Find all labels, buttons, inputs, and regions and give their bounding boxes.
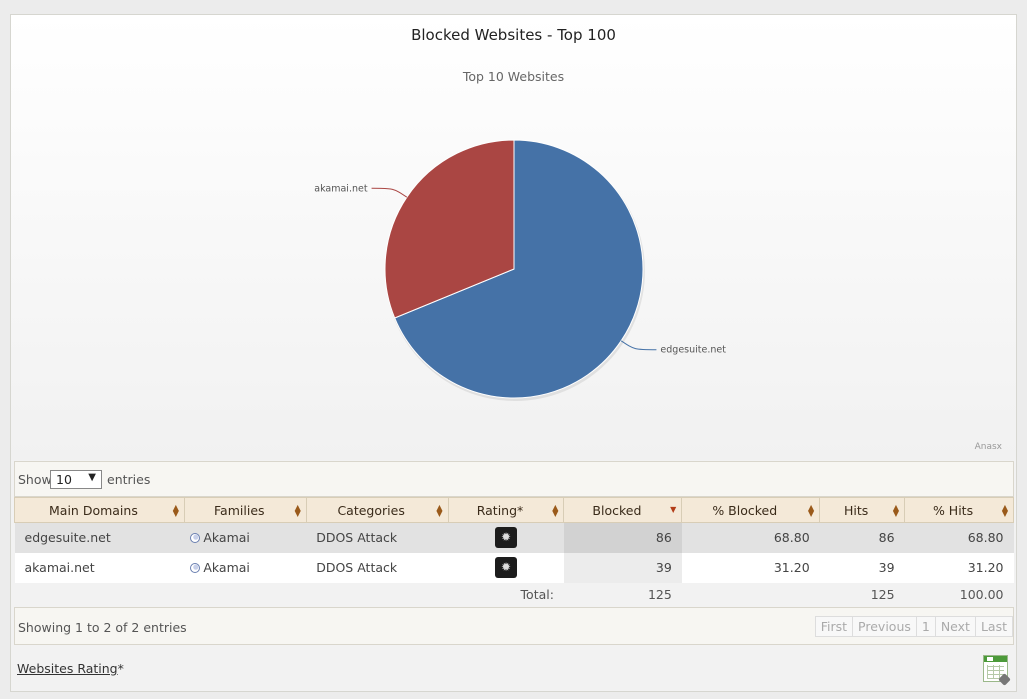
domain-cell[interactable]: akamai.net: [14, 552, 185, 583]
category-cell: DDOS Attack: [306, 552, 449, 583]
total-hits: 125: [819, 582, 905, 607]
sort-icon: ▲ ▼: [552, 503, 559, 518]
chart-credit[interactable]: Anasx: [974, 442, 1002, 452]
pie-label: akamai.net: [314, 183, 368, 194]
hits-cell: 86: [819, 522, 905, 553]
entries-label: entries: [107, 472, 151, 487]
pagination: First Previous 1 Next Last: [814, 616, 1013, 637]
pct-hits-cell: 31.20: [904, 552, 1014, 583]
domain-cell[interactable]: edgesuite.net: [14, 522, 185, 553]
bug-icon: ✹: [495, 557, 518, 578]
category-cell: DDOS Attack: [306, 522, 449, 553]
pie-label: edgesuite.net: [660, 345, 726, 356]
total-blocked: 125: [563, 582, 682, 607]
table-length-control: Show 10 ▼ entries: [14, 461, 1014, 497]
websites-rating-link-wrapper: Websites Rating*: [17, 661, 124, 676]
total-row: Total: 125 125 100.00: [14, 582, 1014, 607]
pct-blocked-cell: 31.20: [681, 552, 820, 583]
spreadsheet-export-icon[interactable]: [983, 655, 1011, 686]
sort-icon: ▲ ▼: [892, 503, 900, 518]
sort-icon: ▲ ▼: [172, 503, 179, 518]
pie-slice-akamai-net[interactable]: [384, 139, 515, 319]
pie-chart: edgesuite.net akamai.net: [314, 139, 726, 401]
chart-container: Blocked Websites - Top 100 Top 10 Websit…: [11, 15, 1016, 460]
column-header-pct-blocked[interactable]: % Blocked ▲ ▼: [681, 497, 821, 523]
bug-icon: ✹: [495, 527, 518, 549]
family-cell[interactable]: Akamai: [184, 522, 307, 553]
rating-cell: ✹: [448, 522, 564, 553]
chart-title: Blocked Websites - Top 100: [411, 26, 616, 44]
column-header-main-domains[interactable]: Main Domains ▲ ▼: [14, 497, 185, 523]
table-info: Showing 1 to 2 of 2 entries: [18, 620, 187, 635]
pie-slice-edgesuite-net[interactable]: [394, 139, 644, 399]
pct-blocked-cell: 68.80: [681, 522, 820, 553]
sort-icon: ▲ ▼: [436, 503, 443, 518]
total-label: Total:: [14, 582, 564, 607]
family-cell[interactable]: Akamai: [184, 552, 307, 583]
table-footer: Showing 1 to 2 of 2 entries First Previo…: [14, 607, 1014, 645]
pager-last-button[interactable]: Last: [974, 616, 1013, 637]
pager-next-button[interactable]: Next: [934, 616, 976, 637]
pager-first-button[interactable]: First: [814, 616, 854, 637]
rating-cell: ✹: [448, 552, 564, 583]
column-header-blocked[interactable]: Blocked ▼: [563, 497, 683, 523]
table-header-row: Main Domains ▲ ▼ Families ▲ ▼ Categories ▲ ▼ R…: [14, 497, 1014, 523]
column-header-families[interactable]: Families ▲ ▼: [183, 497, 307, 523]
report-panel: Blocked Websites - Top 100 Top 10 Websit…: [10, 14, 1017, 692]
entries-select[interactable]: 10 ▼: [50, 470, 102, 489]
rating-footnote-star: *: [117, 661, 124, 676]
pager-page-1-button[interactable]: 1: [915, 616, 936, 637]
pie-connector: [620, 340, 657, 351]
chart-subtitle: Top 10 Websites: [462, 69, 565, 84]
sort-desc-icon: ▼: [670, 505, 677, 514]
table-row[interactable]: akamai.net Akamai DDOS Attack ✹ 39 31.20…: [14, 552, 1014, 583]
websites-rating-link[interactable]: Websites Rating: [17, 661, 118, 676]
sort-icon: ▲ ▼: [808, 503, 815, 518]
entries-select-value: 10: [56, 472, 72, 487]
blocked-cell: 39: [563, 552, 682, 583]
table-row[interactable]: edgesuite.net Akamai DDOS Attack ✹ 86 68…: [14, 522, 1014, 553]
show-label: Show: [18, 472, 52, 487]
total-pct-blocked-empty: [681, 582, 820, 607]
blocked-cell: 86: [563, 522, 682, 553]
pager-previous-button[interactable]: Previous: [852, 616, 917, 637]
column-header-pct-hits[interactable]: % Hits ▲ ▼: [904, 497, 1014, 523]
globe-icon: [190, 533, 201, 544]
websites-table: Main Domains ▲ ▼ Families ▲ ▼ Categories ▲ ▼ R…: [14, 497, 1014, 607]
sort-icon: ▲ ▼: [1001, 503, 1008, 518]
globe-icon: [190, 563, 201, 573]
total-pct-hits: 100.00: [904, 582, 1014, 607]
pie-connector: [371, 187, 408, 198]
column-header-hits[interactable]: Hits ▲ ▼: [819, 497, 906, 523]
column-header-categories[interactable]: Categories ▲ ▼: [305, 497, 449, 523]
column-header-rating[interactable]: Rating* ▲ ▼: [447, 497, 565, 523]
hits-cell: 39: [819, 552, 905, 583]
dropdown-arrow-icon: ▼: [88, 472, 96, 483]
pct-hits-cell: 68.80: [904, 522, 1014, 553]
sort-icon: ▲ ▼: [294, 503, 301, 518]
